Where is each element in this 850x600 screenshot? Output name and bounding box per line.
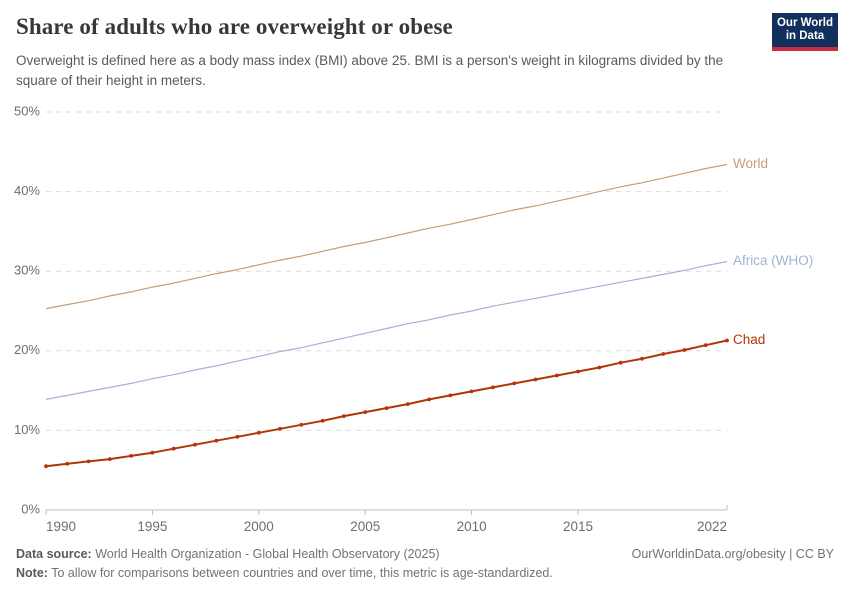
series-marker-chad xyxy=(150,450,155,455)
x-tick-label: 2022 xyxy=(697,519,727,534)
y-tick-label: 40% xyxy=(14,183,40,198)
note-text: To allow for comparisons between countri… xyxy=(47,566,553,580)
series-label-chad: Chad xyxy=(733,332,765,347)
series-marker-chad xyxy=(427,397,431,402)
series-marker-chad xyxy=(703,343,708,348)
series-marker-chad xyxy=(640,356,644,361)
series-line-world xyxy=(45,163,728,310)
series-marker-chad xyxy=(214,438,219,443)
series-marker-chad xyxy=(342,414,346,418)
owid-logo: Our World in Data xyxy=(772,13,838,51)
series-line-africa-who xyxy=(45,261,728,400)
series-marker-chad xyxy=(363,410,368,414)
series-marker-chad xyxy=(597,365,602,370)
series-marker-chad xyxy=(554,373,559,378)
page-title: Share of adults who are overweight or ob… xyxy=(16,14,453,39)
series-marker-chad xyxy=(725,338,729,343)
series-marker-chad xyxy=(448,393,453,398)
series-marker-chad xyxy=(320,418,325,423)
owid-logo-line2: in Data xyxy=(785,30,825,42)
y-tick-label: 50% xyxy=(14,103,40,118)
series-marker-chad xyxy=(682,348,687,352)
series-marker-chad xyxy=(65,461,70,466)
series-marker-chad xyxy=(278,426,282,431)
y-tick-label: 20% xyxy=(14,342,40,357)
footer-note-row: Note: To allow for comparisons between c… xyxy=(16,566,834,580)
x-tick-label: 1995 xyxy=(137,519,167,534)
series-label-world: World xyxy=(733,156,768,171)
x-tick-label: 2015 xyxy=(563,519,593,534)
series-label-africa-who: Africa (WHO) xyxy=(733,253,813,268)
series-marker-chad xyxy=(107,457,112,461)
series-marker-chad xyxy=(469,389,474,394)
series-marker-chad xyxy=(405,402,410,406)
series-marker-chad xyxy=(661,352,666,356)
x-tick-label: 1990 xyxy=(46,519,76,534)
series-marker-chad xyxy=(512,381,517,386)
series-marker-chad xyxy=(193,442,197,447)
data-source-text: World Health Organization - Global Healt… xyxy=(91,547,440,561)
chart-subtitle: Overweight is defined here as a body mas… xyxy=(16,53,724,88)
series-marker-chad xyxy=(235,434,240,439)
x-tick-label: 2010 xyxy=(457,519,487,534)
x-tick-label: 2000 xyxy=(244,519,274,534)
series-marker-chad xyxy=(86,459,91,464)
series-marker-chad xyxy=(384,406,389,410)
series-marker-chad xyxy=(44,464,48,469)
series-line-chad xyxy=(45,339,728,468)
y-tick-label: 10% xyxy=(14,422,40,437)
data-source: Data source: World Health Organization -… xyxy=(16,547,440,561)
series-marker-chad xyxy=(576,369,580,374)
x-tick-label: 2005 xyxy=(350,519,380,534)
series-marker-chad xyxy=(618,360,623,365)
note-label: Note: xyxy=(16,566,48,580)
series-marker-chad xyxy=(256,430,261,435)
series-marker-chad xyxy=(491,385,495,390)
chart-footer: Data source: World Health Organization -… xyxy=(16,547,834,580)
owid-logo-line1: Our World xyxy=(776,16,833,29)
footer-source-row: Data source: World Health Organization -… xyxy=(16,547,834,561)
series-marker-chad xyxy=(533,377,538,382)
data-source-label: Data source: xyxy=(16,547,92,561)
y-tick-label: 0% xyxy=(21,501,40,516)
series-marker-chad xyxy=(171,446,176,451)
y-tick-label: 30% xyxy=(14,263,40,278)
series-marker-chad xyxy=(299,422,304,427)
owid-url-license[interactable]: OurWorldinData.org/obesity | CC BY xyxy=(631,547,834,561)
series-marker-chad xyxy=(129,454,134,458)
